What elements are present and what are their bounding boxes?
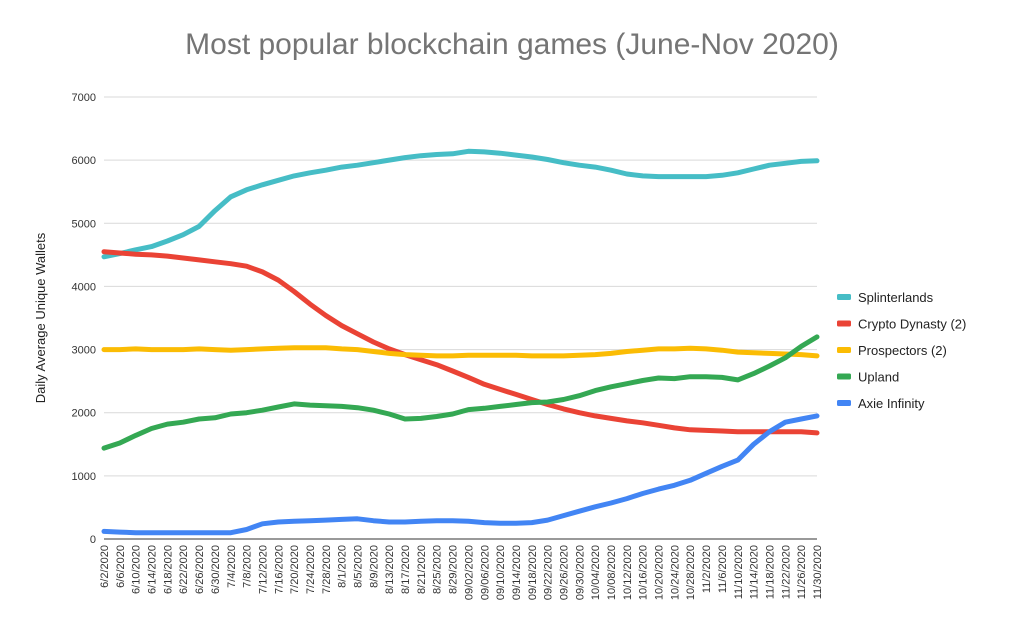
x-tick-label: 11/18/2020 bbox=[764, 545, 776, 599]
x-tick-label: 8/25/2020 bbox=[432, 545, 444, 594]
x-tick-label: 09/06/2020 bbox=[479, 545, 491, 600]
x-tick-label: 11/22/2020 bbox=[780, 545, 792, 599]
legend-swatch bbox=[837, 347, 851, 353]
legend-label: Prospectors (2) bbox=[858, 343, 947, 358]
legend-label: Upland bbox=[858, 370, 899, 385]
y-tick-label: 6000 bbox=[72, 155, 96, 167]
x-tick-label: 6/10/2020 bbox=[131, 545, 143, 594]
x-tick-label: 7/20/2020 bbox=[289, 545, 301, 594]
x-tick-label: 8/13/2020 bbox=[384, 545, 396, 594]
x-tick-label: 11/10/2020 bbox=[733, 545, 745, 599]
x-tick-label: 7/28/2020 bbox=[321, 545, 333, 594]
x-tick-label: 6/18/2020 bbox=[162, 545, 174, 594]
x-tick-label: 8/21/2020 bbox=[416, 545, 428, 594]
legend-swatch bbox=[837, 320, 851, 327]
x-tick-label: 10/20/2020 bbox=[654, 545, 666, 600]
x-tick-label: 11/2/2020 bbox=[701, 545, 713, 593]
x-tick-label: 11/30/2020 bbox=[812, 545, 824, 599]
chart-title: Most popular blockchain games (June-Nov … bbox=[185, 28, 839, 61]
x-tick-label: 09/22/2020 bbox=[543, 545, 555, 600]
x-axis-tick-labels: 6/2/2020 6/6/2020 6/10/2020 6/14/2020 6/18/2… bbox=[99, 545, 824, 600]
x-tick-label: 11/26/2020 bbox=[796, 545, 808, 599]
x-tick-label: 09/02/2020 bbox=[463, 545, 475, 600]
series-line-2 bbox=[101, 345, 820, 359]
series-line-0 bbox=[101, 148, 820, 260]
y-tick-label: 1000 bbox=[72, 471, 96, 483]
y-axis-tick-labels: 0 1000 2000 3000 4000 5000 6000 7000 bbox=[72, 92, 96, 546]
x-tick-label: 10/12/2020 bbox=[622, 545, 634, 600]
series-lines bbox=[101, 148, 820, 536]
x-tick-label: 10/04/2020 bbox=[590, 545, 602, 600]
x-tick-label: 10/28/2020 bbox=[685, 545, 697, 600]
x-tick-label: 7/4/2020 bbox=[226, 545, 238, 588]
legend: Splinterlands Crypto Dynasty (2) Prospecto… bbox=[837, 290, 966, 411]
y-tick-label: 0 bbox=[90, 534, 96, 546]
y-tick-label: 7000 bbox=[72, 92, 96, 104]
legend-label: Axie Infinity bbox=[858, 396, 925, 411]
x-tick-label: 6/14/2020 bbox=[147, 545, 159, 594]
x-tick-label: 11/14/2020 bbox=[749, 545, 761, 599]
series-line-1 bbox=[101, 249, 820, 436]
legend-swatch bbox=[837, 400, 851, 406]
x-tick-label: 11/6/2020 bbox=[717, 545, 729, 593]
x-tick-label: 09/26/2020 bbox=[558, 545, 570, 600]
x-tick-label: 6/6/2020 bbox=[115, 545, 127, 588]
x-tick-label: 8/5/2020 bbox=[353, 545, 365, 588]
x-tick-label: 09/30/2020 bbox=[574, 545, 586, 600]
y-tick-label: 2000 bbox=[72, 408, 96, 420]
y-axis-label: Daily Average Unique Wallets bbox=[33, 232, 48, 403]
y-tick-label: 5000 bbox=[72, 218, 96, 230]
legend-label: Splinterlands bbox=[858, 290, 934, 305]
x-tick-label: 8/1/2020 bbox=[337, 545, 349, 588]
x-tick-label: 7/8/2020 bbox=[242, 545, 254, 588]
x-tick-label: 8/29/2020 bbox=[448, 545, 460, 594]
legend-label: Crypto Dynasty (2) bbox=[858, 317, 966, 332]
x-tick-label: 8/9/2020 bbox=[368, 545, 380, 588]
x-tick-label: 8/17/2020 bbox=[400, 545, 412, 594]
legend-swatch bbox=[837, 373, 851, 380]
x-tick-label: 09/10/2020 bbox=[495, 545, 507, 600]
x-tick-label: 09/14/2020 bbox=[511, 545, 523, 600]
x-tick-label: 09/18/2020 bbox=[527, 545, 539, 600]
x-tick-label: 6/2/2020 bbox=[99, 545, 111, 588]
x-tick-label: 6/26/2020 bbox=[194, 545, 206, 594]
x-tick-label: 7/16/2020 bbox=[273, 545, 285, 594]
y-tick-label: 3000 bbox=[72, 345, 96, 357]
y-tick-label: 4000 bbox=[72, 281, 96, 293]
x-tick-label: 10/24/2020 bbox=[669, 545, 681, 600]
x-tick-label: 6/30/2020 bbox=[210, 545, 222, 594]
x-tick-label: 10/16/2020 bbox=[638, 545, 650, 600]
x-tick-label: 7/12/2020 bbox=[257, 545, 269, 594]
x-tick-label: 7/24/2020 bbox=[305, 545, 317, 594]
legend-swatch bbox=[837, 294, 851, 300]
series-line-3 bbox=[101, 334, 820, 451]
x-tick-label: 10/08/2020 bbox=[606, 545, 618, 600]
series-line-4 bbox=[101, 413, 820, 536]
x-tick-label: 6/22/2020 bbox=[178, 545, 190, 594]
